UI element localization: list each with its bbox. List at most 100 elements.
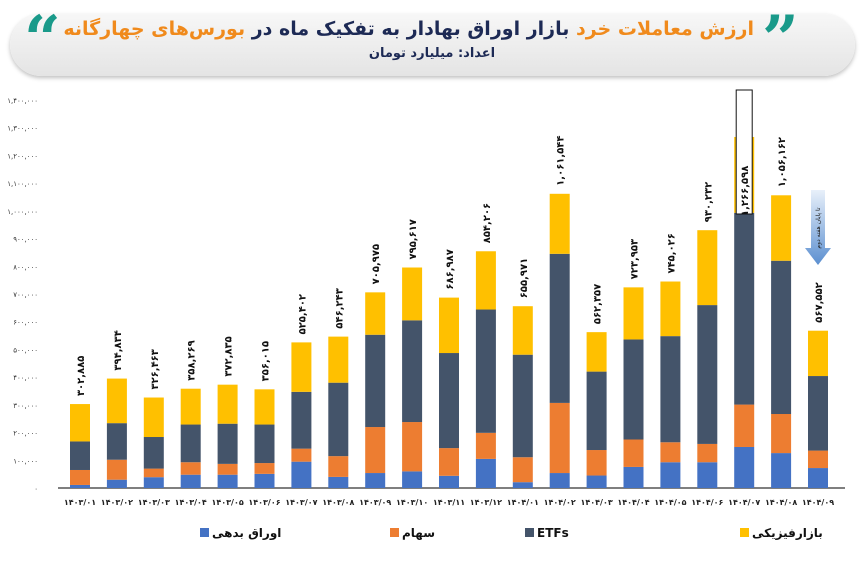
total-data-label: ۳۹۴,۸۳۴ [113, 330, 124, 370]
bar-segment [70, 441, 90, 470]
bar-segment [291, 461, 312, 488]
bar-segment [697, 305, 718, 444]
bar-segment [808, 468, 828, 488]
bar-segment [475, 251, 496, 310]
y-tick-label: ۱۰۰,۰۰۰ [13, 457, 38, 465]
bar-segment [365, 473, 386, 488]
bar-segment [439, 297, 459, 354]
bar-segment [439, 448, 459, 476]
bar-segment [70, 484, 90, 488]
bar-segment [623, 439, 644, 467]
bar-segment [512, 457, 533, 483]
bar-segment [328, 476, 349, 488]
y-tick-label: ۰ [34, 485, 38, 493]
total-data-label: ۵۶۷,۵۵۲ [814, 282, 825, 322]
bar-segment [697, 230, 718, 306]
quote-close-icon: ” [762, 2, 799, 77]
x-tick-label: ۱۴۰۳/۱۰ [396, 498, 428, 507]
bar-segment [771, 260, 792, 415]
bar-segment [660, 336, 681, 443]
y-tick-label: ۶۰۰,۰۰۰ [13, 319, 38, 327]
x-tick-label: ۱۴۰۴/۰۱ [507, 498, 539, 507]
x-tick-label: ۱۴۰۴/۰۷ [728, 498, 760, 507]
bar-segment [106, 378, 127, 424]
bar-segment [808, 450, 828, 469]
bar-segment [143, 468, 164, 478]
total-data-label: ۳۵۸,۲۶۹ [187, 340, 198, 380]
x-tick-label: ۱۴۰۴/۰۴ [617, 498, 649, 507]
legend-label: ETFs [537, 526, 569, 540]
total-data-label: ۵۴۶,۲۴۳ [334, 288, 345, 328]
title-banner [10, 14, 855, 76]
x-tick-label: ۱۴۰۳/۰۶ [248, 498, 280, 507]
bar-segment [771, 453, 792, 488]
bar-segment [217, 423, 238, 464]
bar-segment [439, 475, 459, 488]
highlight-box [735, 89, 753, 215]
bar-segment [549, 473, 570, 488]
bar-segment [697, 462, 718, 488]
bar-segment [512, 306, 533, 355]
bar-segment [291, 448, 312, 462]
y-tick-label: ۷۰۰,۰۰۰ [13, 291, 38, 299]
x-tick-label: ۱۴۰۳/۰۸ [322, 498, 354, 507]
bar-segment [475, 309, 496, 433]
x-tick-label: ۱۴۰۳/۰۳ [138, 498, 170, 507]
total-data-label: ۳۲۶,۴۶۳ [150, 349, 161, 389]
legend-label: سهام [402, 526, 435, 541]
bar-segment [734, 446, 755, 488]
legend-label: اوراق بدهی [212, 526, 281, 541]
bar-segment [475, 432, 496, 459]
bar-segment [180, 388, 201, 425]
bar-segment [512, 354, 533, 458]
bar-segment [475, 458, 496, 488]
bar-segment [106, 479, 127, 488]
bar-segment [217, 384, 238, 424]
x-tick-label: ۱۴۰۴/۰۸ [765, 498, 797, 507]
legend-swatch [525, 528, 534, 537]
bar-segment [808, 330, 828, 377]
x-tick-label: ۱۴۰۳/۰۱ [64, 498, 96, 507]
x-tick-label: ۱۴۰۴/۰۶ [691, 498, 723, 507]
bar-segment [623, 339, 644, 440]
y-tick-label: ۵۰۰,۰۰۰ [13, 346, 38, 354]
total-data-label: ۷۴۵,۰۲۶ [666, 233, 677, 273]
annotation-text: تا پایان هفته دوم [815, 207, 822, 248]
bar-segment [623, 466, 644, 488]
bar-segment [402, 267, 423, 321]
bar-segment [439, 353, 459, 449]
bar-segment [402, 422, 423, 472]
bar-segment [365, 427, 386, 474]
total-data-label: ۳۵۶,۰۱۵ [261, 341, 272, 381]
x-tick-label: ۱۴۰۳/۰۲ [101, 498, 133, 507]
total-data-label: ۳۷۲,۸۳۵ [224, 336, 235, 376]
bar-segment [365, 334, 386, 428]
down-arrow-icon [805, 190, 831, 265]
bar-segment [328, 382, 349, 457]
bar-segment [254, 463, 275, 474]
y-tick-label: ۹۰۰,۰۰۰ [13, 236, 38, 244]
bar-segment [254, 424, 275, 464]
total-data-label: ۷۲۳,۹۵۳ [630, 239, 641, 279]
bar-segment [586, 475, 607, 488]
bar-segment [512, 482, 533, 488]
bar-segment [217, 474, 238, 488]
bar-segment [623, 287, 644, 340]
bar-segment [180, 424, 201, 463]
bar-segment [808, 376, 828, 451]
x-tick-label: ۱۴۰۳/۰۹ [359, 498, 391, 507]
bar-segment [180, 474, 201, 488]
bar-segment [549, 193, 570, 254]
legend-swatch [200, 528, 209, 537]
bar-segment [217, 463, 238, 475]
bar-segment [143, 397, 164, 438]
bar-segment [143, 477, 164, 488]
bar-segment [106, 423, 127, 460]
bar-segment [734, 212, 755, 405]
bar-segment [291, 342, 312, 392]
bar-segment [586, 450, 607, 476]
bar-segment [106, 459, 127, 480]
y-tick-label: ۳۰۰,۰۰۰ [13, 402, 38, 410]
total-data-label: ۱,۰۶۱,۵۴۴ [556, 135, 567, 185]
